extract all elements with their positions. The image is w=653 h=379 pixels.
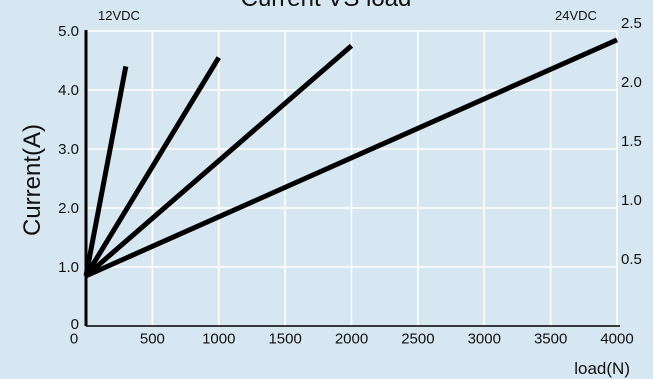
y-tick-label: 0: [71, 316, 79, 333]
right-axis-tag: 24VDC: [555, 8, 597, 23]
y2-tick-label: 0.5: [621, 251, 642, 268]
gridlines: [86, 30, 618, 326]
y2-tick-labels: 0.5 1.0 1.5 2.0 2.5: [621, 15, 642, 268]
x-tick-label: 2000: [335, 330, 368, 347]
y-tick-labels: 0 1.0 2.0 3.0 4.0 5.0: [58, 23, 79, 333]
series-line-1: [83, 65, 129, 277]
series-line-3: [84, 43, 354, 278]
x-tick-label: 0: [70, 330, 78, 347]
x-tick-label: 2500: [401, 330, 434, 347]
y2-tick-label: 2.5: [621, 15, 642, 32]
series-lines: [83, 37, 619, 279]
x-tick-label: 3500: [534, 330, 567, 347]
series-line-2: [83, 56, 221, 278]
x-tick-label: 1000: [202, 330, 235, 347]
y-tick-label: 1.0: [58, 259, 79, 276]
x-tick-labels: 0 500 1000 1500 2000 2500 3000 3500 4000: [70, 330, 634, 347]
y-tick-label: 4.0: [58, 82, 79, 99]
y2-tick-label: 1.5: [621, 133, 642, 150]
y2-tick-label: 2.0: [621, 74, 642, 91]
x-axis-label: load(N): [574, 359, 630, 378]
series-line-4: [84, 37, 619, 279]
y-tick-label: 2.0: [58, 200, 79, 217]
y-tick-label: 3.0: [58, 141, 79, 158]
x-tick-label: 1500: [268, 330, 301, 347]
y-axis-label: Current(A): [19, 124, 46, 236]
x-tick-label: 3000: [468, 330, 501, 347]
y-tick-label: 5.0: [58, 23, 79, 40]
x-tick-label: 4000: [600, 330, 633, 347]
chart-title: Current VS load: [241, 0, 412, 12]
y2-tick-label: 1.0: [621, 192, 642, 209]
x-tick-label: 500: [140, 330, 165, 347]
left-axis-tag: 12VDC: [98, 8, 140, 23]
